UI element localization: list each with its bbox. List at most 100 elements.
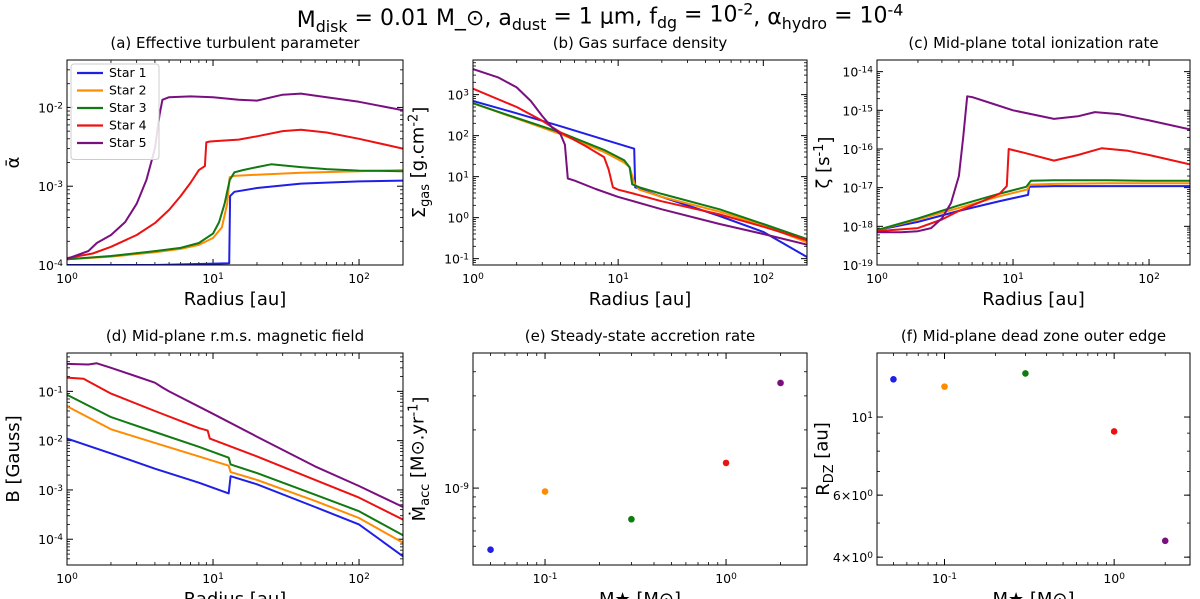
panel-f-x-tick-label: 100	[1103, 571, 1125, 586]
legend-item: Star 3	[77, 100, 147, 115]
panel-d-line-star-5	[67, 362, 403, 508]
panel-a-x-tick-label: 101	[202, 271, 224, 286]
panel-c-x-tick-label: 101	[1002, 271, 1024, 286]
panel-c-line-star-1	[877, 185, 1190, 232]
panel-e-y-tick-label: 10-9	[444, 481, 469, 496]
panel-e-data	[487, 379, 784, 553]
legend-label: Star 2	[109, 83, 147, 98]
panel-b-line-star-1	[473, 100, 807, 258]
panel-a-line-star-2	[67, 169, 403, 261]
panel-e-xlabel: M★ [M⊙]	[599, 589, 681, 599]
panel-e-frame	[472, 352, 808, 566]
panel-c-y-tick-label: 10-19	[842, 258, 873, 273]
panel-c-frame	[876, 59, 1191, 266]
panel-c-y-tick-label: 10-15	[842, 103, 873, 118]
panel-f-point-star-2	[941, 383, 948, 390]
panel-b-xlabel: Radius [au]	[589, 289, 692, 310]
panel-b-y-tick-label: 101	[447, 170, 469, 185]
legend-label: Star 1	[109, 65, 147, 80]
panel-e-point-star-3	[628, 515, 635, 523]
panel-b-line-star-2	[473, 102, 807, 244]
panel-b-data	[473, 68, 807, 258]
panel-b-y-tick-label: 10-1	[444, 252, 469, 267]
panel-f-data	[890, 370, 1169, 545]
panel-c-x-tick-label: 100	[866, 271, 888, 286]
panel-f-x-tick-label: 10-1	[932, 571, 957, 586]
panel-f-point-star-3	[1022, 370, 1029, 377]
panel-a-xlabel: Radius [au]	[184, 289, 287, 310]
panel-f-y-tick-label: 101	[851, 410, 873, 425]
panel-b-x-tick-label: 102	[752, 271, 774, 286]
panel-c-line-star-4	[877, 147, 1190, 233]
panel-c-title: (c) Mid-plane total ionization rate	[908, 34, 1158, 52]
panel-a: 100 101 102 10-4 10-3 10-2 (a) Effective turbu…	[3, 34, 404, 310]
panel-d-x-tick-label: 100	[56, 571, 78, 586]
legend-label: Star 4	[109, 118, 147, 133]
panel-d-line-star-3	[67, 393, 403, 537]
panel-f-frame	[876, 352, 1191, 566]
panel-d: 100 101 102 10-4 10-3 10-2 10-1 (d) Mid-plane r…	[3, 327, 404, 599]
panel-b-frame	[472, 59, 808, 266]
panel-a-y-tick-label: 10-4	[38, 258, 63, 273]
panel-c-y-tick-label: 10-14	[842, 65, 873, 80]
panel-d-data	[67, 362, 403, 558]
panel-f-y-tick-label: 6×100	[833, 488, 873, 503]
panel-e: 10-1 100 10-9 (e) Steady-state accretion ra…	[407, 327, 808, 599]
panel-b-title: (b) Gas surface density	[553, 34, 728, 52]
panel-b-line-star-4	[473, 87, 807, 242]
legend-item: Star 1	[77, 65, 147, 80]
panel-a-line-star-1	[67, 179, 403, 265]
panel-d-y-tick-label: 10-2	[38, 434, 63, 449]
panel-c-y-tick-label: 10-18	[842, 219, 873, 234]
panel-f-point-star-1	[890, 375, 897, 383]
panel-e-x-tick-label: 10-1	[533, 571, 558, 586]
panel-d-y-tick-label: 10-3	[38, 483, 63, 498]
panel-d-ylabel: B [Gauss]	[3, 415, 24, 502]
panel-e-ylabel: Ṁacc [M⊙.yr-1]	[407, 397, 433, 522]
panel-b-ylabel: Σgas [g.cm-2]	[407, 107, 433, 219]
panel-a-y-tick-label: 10-3	[38, 179, 63, 194]
panel-b-y-tick-label: 102	[447, 129, 469, 144]
panel-a-frame	[66, 59, 404, 266]
panel-d-x-tick-label: 101	[202, 571, 224, 586]
panel-e-point-star-1	[487, 546, 494, 553]
panel-e-title: (e) Steady-state accretion rate	[525, 327, 756, 345]
panel-f-xlabel: M★ [M⊙]	[992, 589, 1074, 599]
panel-e-point-star-2	[541, 488, 549, 495]
panel-c-x-tick-label: 102	[1138, 271, 1160, 286]
panel-c-line-star-5	[877, 95, 1190, 234]
panel-c-line-star-3	[877, 179, 1190, 232]
panel-b-x-tick-label: 101	[607, 271, 629, 286]
panel-f-point-star-5	[1161, 537, 1169, 545]
panel-c-xlabel: Radius [au]	[982, 289, 1085, 310]
legend-item: Star 4	[77, 118, 147, 133]
panel-c-ylabel: ζ [s-1]	[812, 137, 836, 189]
panel-d-line-star-2	[67, 405, 403, 544]
panel-d-title: (d) Mid-plane r.m.s. magnetic field	[106, 327, 364, 345]
panel-f-title: (f) Mid-plane dead zone outer edge	[901, 327, 1166, 345]
panel-d-xlabel: Radius [au]	[184, 589, 287, 599]
panel-c: 100 101 102 10-19 10-18 10-17 10-16 10-15 10-14 (…	[812, 34, 1191, 310]
panel-b-y-tick-label: 103	[447, 88, 469, 103]
panel-d-x-tick-label: 102	[348, 571, 370, 586]
panel-c-y-tick-label: 10-17	[842, 181, 873, 196]
panel-a-x-tick-label: 102	[348, 271, 370, 286]
panel-a-line-star-4	[67, 128, 403, 260]
legend-item: Star 5	[77, 135, 147, 150]
panel-b: 100 101 102 10-1 100 101 102 103 (b) Gas surface…	[407, 34, 808, 310]
panel-a-ylabel: ᾱ	[3, 157, 24, 169]
legend-label: Star 5	[109, 135, 147, 150]
panel-a-line-star-3	[67, 163, 403, 261]
panel-b-x-tick-label: 100	[462, 271, 484, 286]
legend-item: Star 2	[77, 83, 147, 98]
panel-e-point-star-4	[722, 459, 730, 467]
panel-a-line-star-5	[67, 92, 403, 260]
panel-f: 10-1 100 4×100 6×100 101 (f) Mid-plane dead z…	[811, 327, 1191, 599]
legend-box	[70, 63, 160, 160]
panel-b-line-star-5	[473, 68, 807, 246]
panel-f-point-star-4	[1110, 428, 1118, 435]
panel-e-x-tick-label: 100	[715, 571, 737, 586]
panel-d-y-tick-label: 10-4	[38, 532, 63, 547]
figure-suptitle: Mdisk = 0.01 M_⊙, adust = 1 μm, fdg = 10…	[297, 0, 904, 36]
panel-b-line-star-3	[473, 102, 807, 241]
